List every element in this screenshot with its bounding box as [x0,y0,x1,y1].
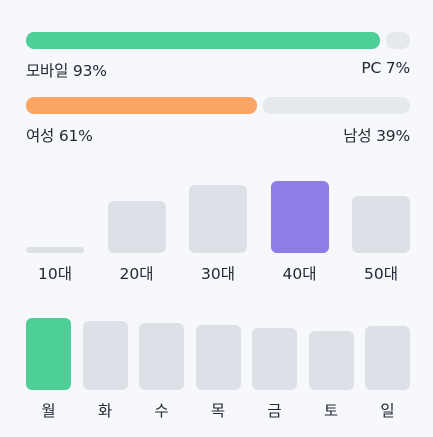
age-bar [189,185,247,253]
age-bar [352,196,410,253]
weekday-bar [139,323,184,390]
device-split: 모바일 93% PC 7% [26,32,410,81]
pc-share-label: PC 7% [361,59,410,77]
weekday-tick-label: 월 [41,402,56,420]
female-share-segment [26,97,257,114]
weekday-tick-label: 화 [97,402,113,420]
mobile-share-label: 모바일 93% [26,62,107,80]
weekday-tick-label: 일 [380,402,395,420]
male-share-label: 남성 39% [343,127,410,145]
age-bars [26,178,410,253]
female-share-label: 여성 61% [26,127,93,145]
weekday-bar [308,331,354,390]
weekday-tick-label: 목 [210,402,226,420]
age-bar [107,201,166,253]
weekday-bar [195,325,241,390]
age-distribution-chart: 10대 20대 30대 40대 50대 [26,178,410,284]
mobile-share-segment [26,32,380,49]
age-tick-label: 10대 [38,265,72,283]
age-axis-labels: 10대 20대 30대 40대 50대 [26,262,410,284]
age-tick-label: 30대 [201,265,235,283]
weekday-bar [252,328,297,390]
age-tick-label: 20대 [119,265,154,283]
gender-split: 여성 61% 남성 39% [26,97,410,146]
age-bar [270,181,329,253]
weekday-tick-label: 수 [154,402,169,420]
weekday-tick-label: 금 [267,402,282,420]
weekday-bar [26,318,71,390]
age-bar [26,247,84,253]
weekday-tick-label: 토 [323,402,339,420]
gender-split-bar [26,97,410,114]
age-tick-label: 50대 [364,265,398,283]
weekday-bar [365,326,410,390]
male-share-segment [263,97,410,114]
age-tick-label: 40대 [282,265,317,283]
weekday-bar [82,321,128,390]
pc-share-segment [386,32,410,49]
weekday-bars [26,316,410,390]
device-split-bar [26,32,410,49]
